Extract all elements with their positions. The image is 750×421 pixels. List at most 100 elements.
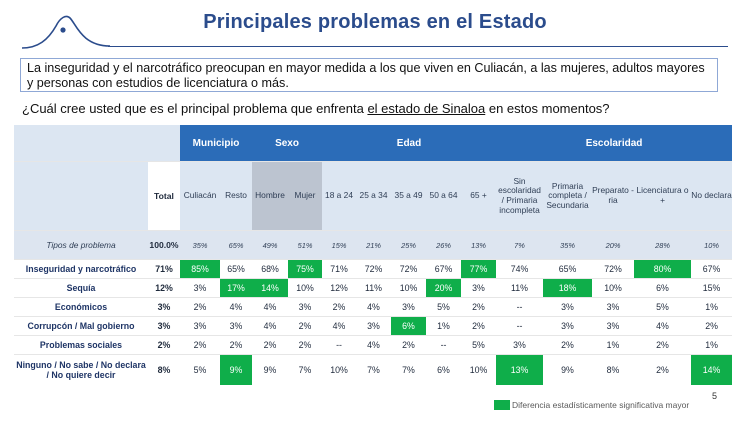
table-row: Inseguridad y narcotráfico 71% 85% 65% 68% 75… <box>14 259 733 279</box>
column-header: Primaria completa / Secundaria <box>543 161 593 231</box>
row-total: 3% <box>148 316 180 336</box>
question-text-pre: ¿Cuál cree usted que es el principal pro… <box>22 101 368 116</box>
column-header: Sin escolaridad / Primaria incompleta <box>496 161 544 231</box>
data-cell: 11% <box>496 278 544 298</box>
tipos-value: 49% <box>252 230 289 260</box>
data-cell: 2% <box>288 316 323 336</box>
data-cell: 4% <box>322 316 357 336</box>
data-cell: 10% <box>391 278 427 298</box>
page-title: Principales problemas en el Estado <box>203 11 547 33</box>
column-header: No declara <box>691 161 733 231</box>
data-cell: 7% <box>298 365 312 375</box>
tipos-value: 15% <box>322 230 357 260</box>
data-cell: 3% <box>180 278 220 298</box>
tipos-value: 21% <box>356 230 392 260</box>
group-escolaridad: Escolaridad <box>496 125 733 162</box>
data-cell: 2% <box>691 316 733 336</box>
data-cell: 10% <box>330 365 348 375</box>
data-cell: 5% <box>461 335 497 355</box>
data-cell: 3% <box>461 278 497 298</box>
column-header: 65 + <box>461 161 497 231</box>
sample-distribution-row: Tipos de problema 100.0% 35% 65% 49% 51% 15%… <box>14 230 733 260</box>
data-cell: 15% <box>691 278 733 298</box>
data-cell: 4% <box>634 316 692 336</box>
data-cell: 4% <box>252 297 289 317</box>
data-cell: 9% <box>561 365 574 375</box>
row-total: 8% <box>157 365 171 375</box>
data-cell: 12% <box>322 278 357 298</box>
data-cell: 1% <box>592 335 635 355</box>
title-divider <box>108 46 728 47</box>
tipos-value: 35% <box>180 230 220 260</box>
column-header: 35 a 49 <box>391 161 427 231</box>
group-header-row: Municipio Sexo Edad Escolaridad <box>14 125 733 162</box>
column-header-row: Total Culiacán Resto Hombre Mujer 18 a 24 25 … <box>14 161 733 231</box>
data-cell: 7% <box>402 365 415 375</box>
corner-cell <box>14 125 148 162</box>
data-cell: 2% <box>322 297 357 317</box>
data-cell: 5% <box>426 297 462 317</box>
table-row: Económicos 3% 2% 4% 4% 3% 2% 4% 3% 5% 2% -- 3% 3% 5% 1% <box>14 297 733 317</box>
data-cell: 6% <box>391 316 427 336</box>
data-cell: -- <box>496 316 544 336</box>
table-row: Corrupcón / Mal gobierno 3% 3% 3% 4% 2% 4% 3% 6%… <box>14 316 733 336</box>
column-header: Preparato -ria <box>592 161 635 231</box>
tipos-value: 10% <box>691 230 733 260</box>
data-cell: 2% <box>461 297 497 317</box>
question-text-post: en estos momentos? <box>485 101 610 116</box>
data-cell: -- <box>496 297 544 317</box>
column-header: Licenciatura o + <box>634 161 692 231</box>
data-cell: 18% <box>543 278 593 298</box>
data-cell: 1% <box>691 335 733 355</box>
tipos-value: 35% <box>543 230 593 260</box>
legend-label: Diferencia estadísticamente significativ… <box>512 400 690 410</box>
data-cell: 85% <box>180 259 220 279</box>
column-header: 50 a 64 <box>426 161 462 231</box>
data-cell: 2% <box>461 316 497 336</box>
row-label: Corrupcón / Mal gobierno <box>14 316 148 336</box>
data-cell: 1% <box>691 297 733 317</box>
data-cell: 3% <box>220 316 253 336</box>
tipos-value: 25% <box>391 230 427 260</box>
data-cell: 65% <box>543 259 593 279</box>
tipos-value: 51% <box>288 230 323 260</box>
data-cell: 2% <box>180 297 220 317</box>
data-cell: 80% <box>634 259 692 279</box>
data-cell: 72% <box>592 259 635 279</box>
logo <box>21 15 110 49</box>
table-row: Sequía 12% 3% 17% 14% 10% 12% 11% 10% 20% 3% 11% 18%… <box>14 278 733 298</box>
row-label: Inseguridad y narcotráfico <box>14 259 148 279</box>
data-cell: 4% <box>252 316 289 336</box>
survey-question: ¿Cuál cree usted que es el principal pro… <box>22 101 610 116</box>
data-cell: 2% <box>220 335 253 355</box>
corner-cell <box>14 161 148 231</box>
data-cell: 10% <box>469 365 488 375</box>
data-cell: 74% <box>496 259 544 279</box>
data-cell: 3% <box>288 297 323 317</box>
row-label: Económicos <box>14 297 148 317</box>
data-cell: 2% <box>543 335 593 355</box>
corner-cell <box>148 125 180 162</box>
row-total: 71% <box>148 259 180 279</box>
data-cell: -- <box>322 335 357 355</box>
column-header: 25 a 34 <box>356 161 392 231</box>
question-text-underlined: el estado de Sinaloa <box>367 101 486 116</box>
data-cell: 13% <box>496 354 544 385</box>
data-cell: 3% <box>391 297 427 317</box>
row-total: 2% <box>148 335 180 355</box>
data-cell: 72% <box>356 259 392 279</box>
tipos-total: 100.0% <box>148 230 180 260</box>
tipos-value: 65% <box>220 230 253 260</box>
data-cell: 2% <box>180 335 220 355</box>
data-cell: 2% <box>391 335 427 355</box>
tipos-value: 20% <box>592 230 635 260</box>
tipos-value: 26% <box>426 230 462 260</box>
data-cell: 11% <box>356 278 392 298</box>
data-cell: 3% <box>180 316 220 336</box>
column-header: Resto <box>220 161 253 231</box>
data-cell: 9% <box>220 354 253 385</box>
summary-box: La inseguridad y el narcotráfico preocup… <box>20 58 718 92</box>
data-cell: 14% <box>252 278 289 298</box>
data-cell: 8% <box>606 365 620 375</box>
row-label: Ninguno / No sabe / No declara / No quie… <box>16 360 146 380</box>
